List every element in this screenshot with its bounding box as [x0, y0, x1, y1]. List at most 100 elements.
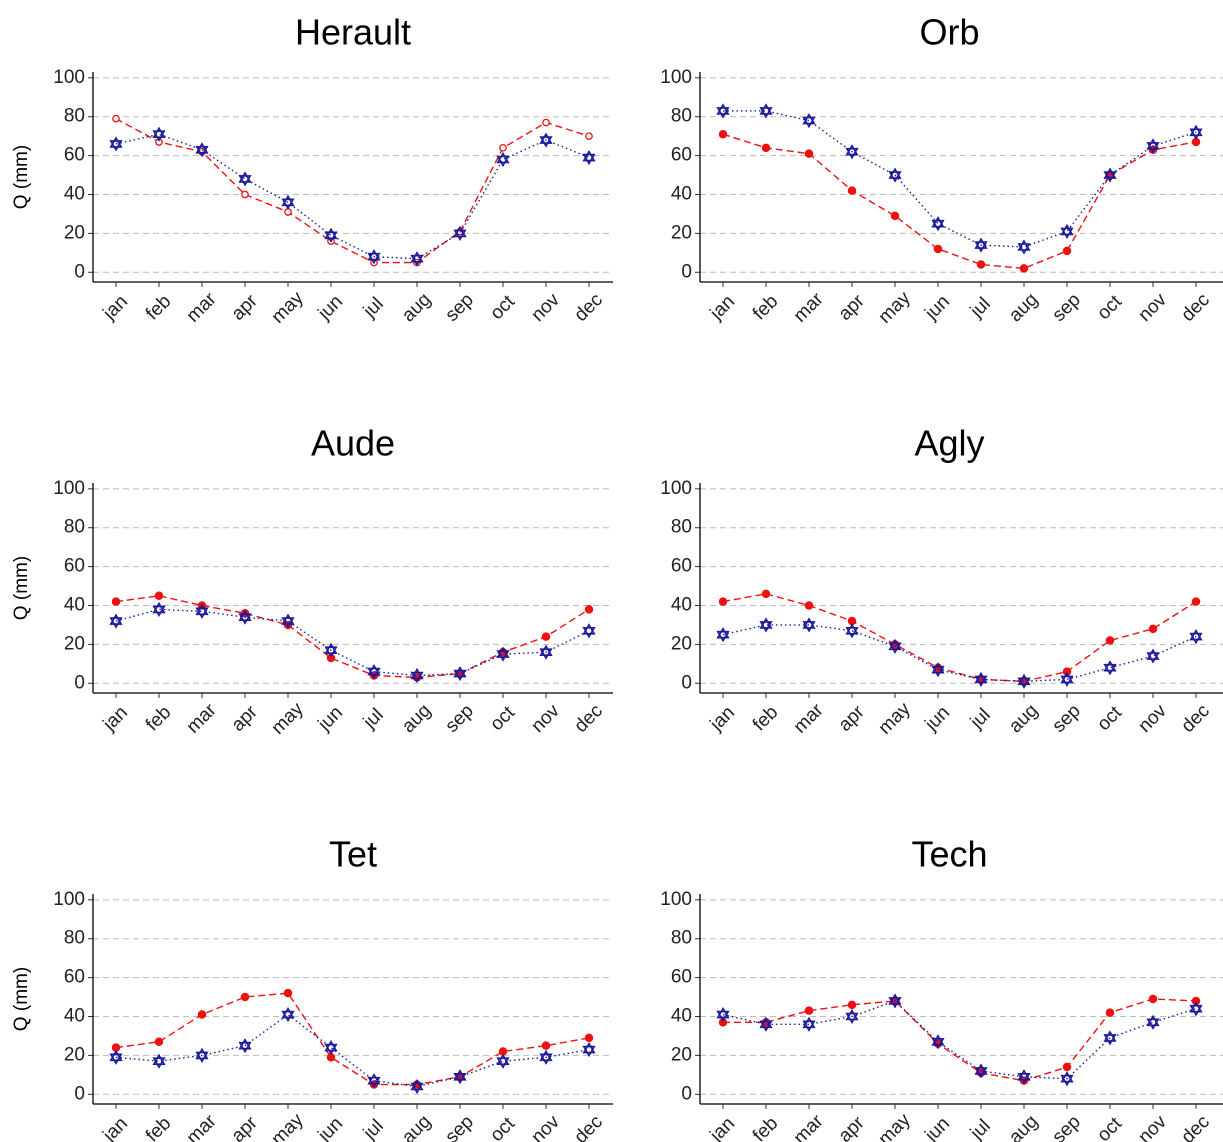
point-marker	[1189, 629, 1203, 645]
point-marker	[804, 601, 814, 610]
x-tick-label: jan	[706, 291, 739, 324]
y-tick-label: 60	[671, 556, 692, 577]
point-marker	[1103, 660, 1117, 676]
point-marker	[238, 171, 252, 187]
point-marker	[197, 1010, 207, 1019]
point-marker	[152, 601, 166, 617]
x-tick-label: jul	[966, 1116, 995, 1142]
y-tick-label: 20	[671, 1044, 692, 1065]
point-marker	[238, 609, 252, 625]
point-marker	[761, 589, 771, 599]
x-tick-label: apr	[228, 290, 263, 325]
x-tick-label: aug	[1005, 700, 1042, 737]
point-marker	[496, 1053, 510, 1069]
point-marker	[1062, 1062, 1072, 1072]
point-marker	[759, 617, 773, 633]
x-tick-label: sep	[441, 289, 478, 326]
chart-title: Tet	[329, 834, 377, 875]
point-marker	[931, 216, 945, 232]
x-tick-label: apr	[835, 290, 870, 325]
x-tick-label: jul	[359, 294, 388, 323]
chart-title: Herault	[295, 12, 411, 53]
x-tick-label: apr	[228, 1112, 263, 1142]
point-marker	[847, 186, 857, 195]
x-tick-label: jan	[99, 702, 132, 735]
y-axis-label: Q (mm)	[11, 145, 32, 209]
x-tick-label: may	[875, 1109, 916, 1142]
y-tick-label: 0	[74, 672, 85, 693]
y-axis-label: Q (mm)	[11, 556, 32, 620]
chart-title: Orb	[919, 12, 979, 53]
series-line	[722, 593, 1197, 683]
point-marker	[1103, 167, 1117, 183]
y-tick-label: 100	[53, 67, 85, 88]
point-marker	[582, 1041, 596, 1058]
x-tick-label: jun	[921, 291, 954, 324]
point-marker	[1148, 624, 1158, 634]
y-tick-label: 100	[53, 478, 85, 499]
y-tick-label: 80	[64, 106, 85, 127]
point-marker	[152, 1053, 166, 1069]
point-marker	[584, 1033, 594, 1043]
x-tick-label: sep	[1048, 1111, 1085, 1142]
point-marker	[453, 1069, 467, 1085]
point-marker	[1191, 597, 1201, 606]
y-tick-label: 0	[74, 1083, 85, 1104]
x-tick-label: jul	[966, 294, 995, 323]
y-tick-label: 20	[64, 633, 85, 654]
point-marker	[109, 1049, 123, 1065]
point-marker	[324, 1040, 338, 1056]
point-marker	[281, 613, 295, 629]
point-marker	[541, 632, 551, 641]
point-marker	[845, 144, 859, 160]
point-marker	[974, 1063, 988, 1079]
y-tick-label: 0	[681, 672, 692, 693]
point-marker	[541, 1041, 551, 1050]
x-tick-label: apr	[835, 1112, 870, 1142]
y-tick-label: 0	[681, 1083, 692, 1104]
point-marker	[888, 993, 902, 1009]
point-marker	[111, 597, 121, 606]
point-marker	[1103, 1030, 1117, 1046]
point-marker	[539, 1049, 553, 1065]
y-tick-label: 80	[64, 517, 85, 538]
y-tick-label: 40	[64, 595, 85, 616]
x-tick-label: dec	[1177, 289, 1214, 326]
y-tick-label: 80	[671, 517, 692, 538]
point-marker	[283, 988, 293, 998]
x-tick-label: jul	[359, 1116, 388, 1142]
point-marker	[1146, 138, 1160, 154]
series-line	[115, 1013, 590, 1088]
x-tick-label: may	[875, 287, 916, 328]
x-tick-label: jul	[359, 705, 388, 734]
point-marker	[109, 136, 123, 152]
point-marker	[324, 227, 338, 243]
y-tick-label: 40	[671, 595, 692, 616]
point-marker	[759, 1016, 773, 1032]
point-marker	[496, 151, 510, 168]
series-line	[722, 133, 1197, 270]
point-marker	[1017, 673, 1031, 689]
point-marker	[976, 260, 986, 269]
point-marker	[931, 1034, 945, 1050]
point-marker	[759, 103, 773, 119]
point-marker	[1062, 246, 1072, 256]
point-marker	[761, 143, 771, 153]
x-tick-label: mar	[790, 699, 828, 737]
x-tick-label: oct	[1093, 291, 1126, 324]
point-marker	[542, 118, 550, 127]
x-tick-label: aug	[398, 289, 435, 326]
x-tick-label: jan	[99, 291, 132, 324]
point-marker	[154, 591, 164, 601]
x-tick-label: mar	[790, 1110, 828, 1142]
point-marker	[1017, 1069, 1031, 1085]
point-marker	[367, 664, 381, 680]
point-marker	[410, 667, 424, 684]
x-tick-label: feb	[749, 702, 783, 736]
x-tick-label: oct	[486, 1113, 519, 1142]
series-line	[115, 118, 590, 264]
x-tick-label: mar	[183, 1110, 221, 1142]
point-marker	[539, 644, 553, 660]
point-marker	[1060, 1071, 1074, 1087]
